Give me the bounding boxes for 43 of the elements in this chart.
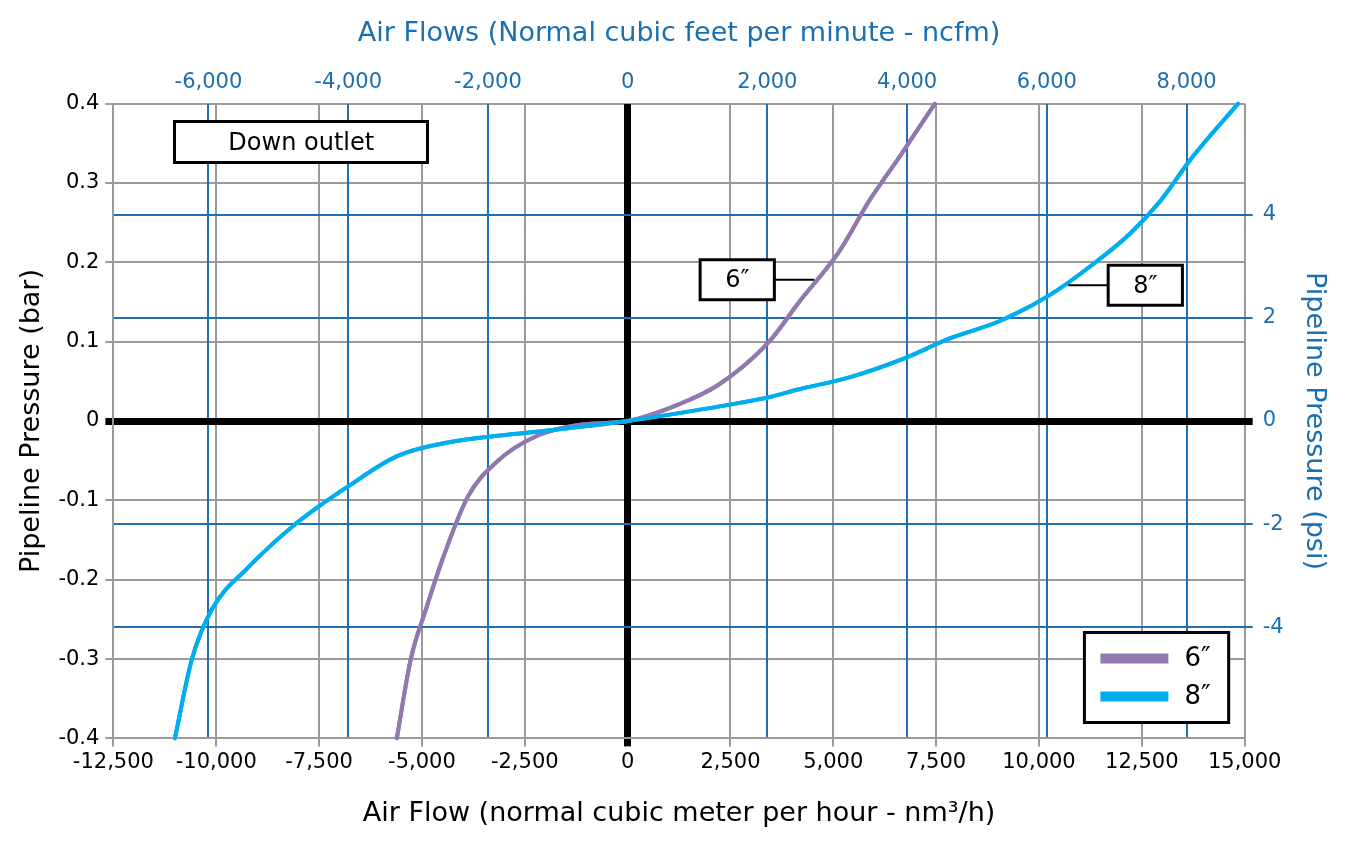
x-tick-label: -12,500: [72, 749, 154, 774]
x-tick-label: 0: [620, 749, 635, 774]
text-box: Down outlet: [173, 119, 430, 164]
y2-tick-label: 0: [1262, 407, 1277, 432]
x2-tick-label: 8,000: [1156, 69, 1217, 94]
y2-tick-label: 2: [1262, 304, 1277, 329]
y-tick-label: -0.4: [58, 724, 100, 749]
x-axis-title: Air Flow (normal cubic meter per hour - nm³/h): [362, 795, 996, 827]
x2-tick-label: 0: [620, 69, 635, 94]
x-tick-label: 2,500: [700, 749, 761, 774]
x2-tick-label: 6,000: [1016, 69, 1077, 94]
x-tick-label: 5,000: [803, 749, 864, 774]
y2-tick-label: -2: [1262, 510, 1284, 535]
y2-tick-label: 4: [1262, 201, 1277, 226]
x-tick-label: -7,500: [285, 749, 353, 774]
x2-tick-label: -6,000: [174, 69, 243, 94]
x-tick-label: 15,000: [1207, 749, 1282, 774]
y-tick-label: 0.2: [65, 248, 100, 273]
x2-axis-title: Air Flows (Normal cubic feet per minute - ncfm): [357, 16, 1001, 48]
x2-tick-label: -2,000: [454, 69, 522, 94]
annotation: 8″: [1133, 270, 1158, 299]
y-tick-label: -0.1: [58, 486, 100, 511]
y-tick-label: -0.2: [58, 566, 100, 591]
legend-label: 6″: [1184, 642, 1211, 673]
y-axis-title: Pipeline Pressure (bar): [14, 269, 46, 573]
y-tick-label: 0: [86, 407, 100, 432]
y-tick-label: 0.1: [65, 328, 100, 353]
y-tick-label: 0.3: [65, 169, 100, 194]
x-tick-label: 10,000: [1002, 749, 1076, 774]
legend-label: 8″: [1184, 680, 1211, 711]
x2-tick-label: -4,000: [314, 69, 383, 94]
x-tick-label: 7,500: [906, 749, 967, 774]
y-tick-label: -0.3: [58, 645, 100, 670]
y-tick-label: 0.4: [65, 90, 100, 115]
annotation: 6″: [725, 264, 750, 293]
x2-tick-label: 2,000: [737, 69, 798, 94]
x-tick-label: -2,500: [490, 749, 559, 774]
x-tick-label: -5,000: [388, 749, 456, 774]
x2-tick-label: 4,000: [877, 69, 938, 94]
x-tick-label: -10,000: [175, 749, 257, 774]
x-tick-label: 12,500: [1105, 749, 1179, 774]
y2-axis-title: Pipeline Pressure (psi): [1300, 272, 1332, 570]
y2-tick-label: -4: [1262, 613, 1284, 638]
